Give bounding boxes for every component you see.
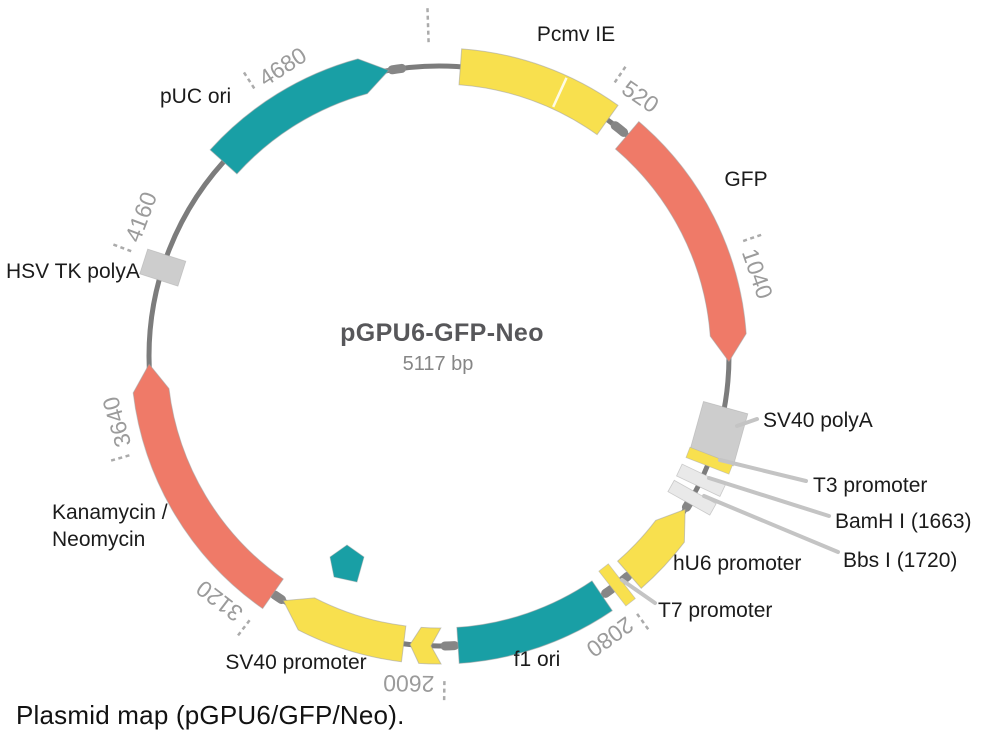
label-t3-promoter: T3 promoter <box>813 474 927 497</box>
tick-3640: 3640 <box>97 394 136 462</box>
backbone-connector-6 <box>270 590 287 605</box>
figure-caption: Plasmid map (pGPU6/GFP/Neo). <box>16 700 405 730</box>
backbone-connector-0 <box>387 63 407 75</box>
tick-4160: 4160 <box>112 188 162 253</box>
tick-label-520: 520 <box>617 75 663 118</box>
plasmid-title: pGPU6-GFP-Neo <box>340 319 544 347</box>
feature-puc-ori <box>209 58 390 175</box>
label-hu6-promoter: hU6 promoter <box>673 552 801 575</box>
feature-t3-promoter <box>685 446 734 475</box>
pentagon-marker <box>329 544 365 583</box>
feature-sv40-promoter <box>282 597 407 663</box>
tick-label-2600: 2600 <box>383 670 435 697</box>
leader-sv40-polya <box>735 417 759 428</box>
plasmid-size: 5117 bp <box>403 353 474 375</box>
label-hsv-tk-polya: HSV TK polyA <box>6 260 140 283</box>
feature-kanamycin-neomycin <box>132 363 284 610</box>
leader-bbsi-site <box>702 494 840 554</box>
label-puc-ori: pUC ori <box>160 85 231 108</box>
tick-label-1040: 1040 <box>737 245 778 302</box>
label-t7-promoter: T7 promoter <box>658 599 772 622</box>
feature-gfp <box>614 120 747 363</box>
tick-dash-4160 <box>112 243 133 253</box>
tick-520: 520 <box>613 66 664 118</box>
label-sv40-promoter: SV40 promoter <box>225 651 366 674</box>
feature-sv40-promoter-arrowhead <box>409 626 442 665</box>
feature-pcmv-ie <box>458 48 619 136</box>
label-bamhi-site: BamH I (1663) <box>835 510 972 533</box>
tick-label-3640: 3640 <box>97 394 136 450</box>
tick-dash-4680 <box>242 71 256 90</box>
feature-bbsi-site <box>667 479 717 516</box>
label-pcmv-ie: Pcmv IE <box>537 23 615 46</box>
tick-dash-2080 <box>635 612 650 630</box>
leader-t7-promoter <box>620 578 657 605</box>
tick-dash-520 <box>613 66 627 84</box>
feature-hu6-promoter <box>616 508 686 589</box>
feature-divider-pcmv-ie <box>552 77 568 108</box>
label-bbsi-site: Bbs I (1720) <box>843 549 957 572</box>
label-kanamycin-neomycin-line2: Neomycin <box>52 528 145 551</box>
backbone-connector-4 <box>601 584 616 598</box>
leader-t3-promoter <box>718 458 808 483</box>
feature-hsv-tk-polya <box>139 248 187 287</box>
backbone-connector-1 <box>610 121 629 137</box>
tick-dash-3120 <box>237 618 252 637</box>
label-sv40-polya: SV40 polyA <box>763 409 873 432</box>
tick-dash-3640 <box>110 453 131 462</box>
feature-bamhi-site <box>676 463 727 497</box>
label-gfp: GFP <box>724 168 767 191</box>
leader-bamhi-site <box>707 476 831 518</box>
label-kanamycin-neomycin: Kanamycin / <box>52 501 168 524</box>
tick-2600: 2600 <box>383 670 446 701</box>
feature-f1-ori <box>456 580 613 664</box>
backbone-connector-2 <box>681 498 694 512</box>
origin-tick <box>426 8 430 45</box>
label-f1-ori: f1 ori <box>514 648 561 671</box>
tick-label-4160: 4160 <box>120 188 162 245</box>
tick-dash-1040 <box>741 233 762 243</box>
